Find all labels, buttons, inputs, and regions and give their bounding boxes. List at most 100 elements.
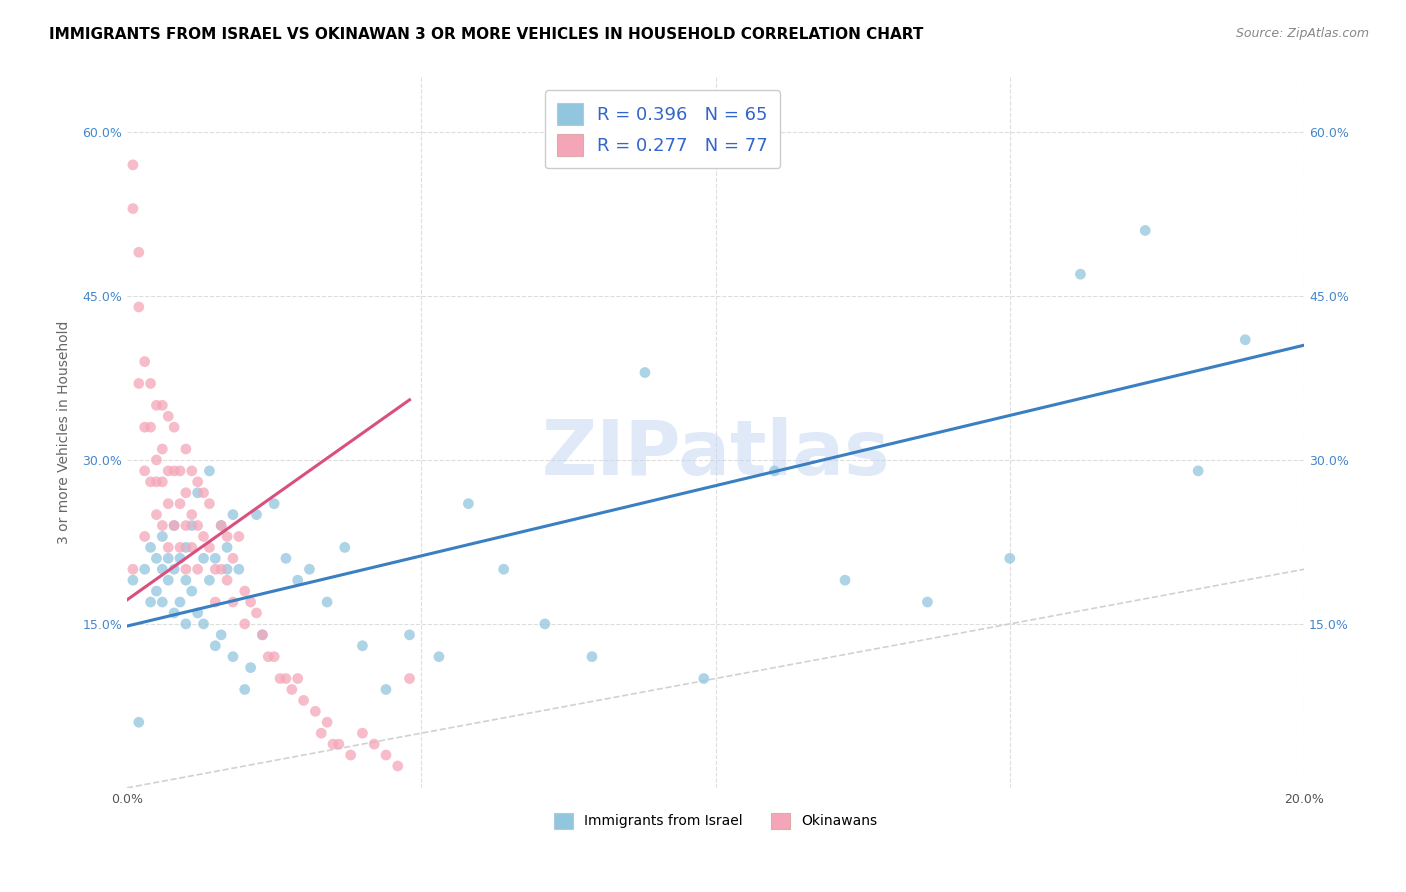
Point bbox=[174, 541, 197, 555]
Point bbox=[180, 584, 202, 599]
Point bbox=[180, 518, 202, 533]
Point bbox=[128, 245, 150, 260]
Point bbox=[198, 573, 221, 587]
Point bbox=[304, 704, 326, 718]
Point bbox=[263, 649, 285, 664]
Point bbox=[287, 573, 309, 587]
Point bbox=[328, 737, 350, 751]
Point bbox=[174, 518, 197, 533]
Point bbox=[222, 508, 245, 522]
Point bbox=[145, 508, 167, 522]
Point bbox=[209, 518, 232, 533]
Point bbox=[134, 464, 156, 478]
Point bbox=[193, 485, 215, 500]
Text: IMMIGRANTS FROM ISRAEL VS OKINAWAN 3 OR MORE VEHICLES IN HOUSEHOLD CORRELATION C: IMMIGRANTS FROM ISRAEL VS OKINAWAN 3 OR … bbox=[49, 27, 924, 42]
Point bbox=[245, 508, 267, 522]
Point bbox=[122, 202, 145, 216]
Point bbox=[187, 485, 209, 500]
Point bbox=[352, 726, 374, 740]
Point bbox=[128, 300, 150, 314]
Point bbox=[157, 409, 180, 424]
Point bbox=[375, 747, 398, 762]
Point bbox=[917, 595, 939, 609]
Point bbox=[157, 464, 180, 478]
Point bbox=[228, 529, 250, 543]
Point bbox=[239, 660, 262, 674]
Point bbox=[375, 682, 398, 697]
Point bbox=[134, 562, 156, 576]
Point bbox=[233, 584, 256, 599]
Point bbox=[634, 366, 657, 380]
Point bbox=[187, 606, 209, 620]
Point bbox=[174, 616, 197, 631]
Point bbox=[150, 529, 173, 543]
Point bbox=[233, 616, 256, 631]
Point bbox=[163, 464, 186, 478]
Point bbox=[198, 541, 221, 555]
Point bbox=[157, 541, 180, 555]
Point bbox=[298, 562, 321, 576]
Point bbox=[834, 573, 856, 587]
Point bbox=[387, 759, 409, 773]
Point bbox=[122, 573, 145, 587]
Point bbox=[180, 541, 202, 555]
Point bbox=[187, 518, 209, 533]
Point bbox=[139, 475, 162, 489]
Point bbox=[180, 464, 202, 478]
Point bbox=[322, 737, 344, 751]
Legend: Immigrants from Israel, Okinawans: Immigrants from Israel, Okinawans bbox=[548, 807, 883, 834]
Point bbox=[398, 672, 420, 686]
Point bbox=[287, 672, 309, 686]
Point bbox=[163, 518, 186, 533]
Point bbox=[174, 442, 197, 456]
Point bbox=[145, 453, 167, 467]
Point bbox=[427, 649, 450, 664]
Point bbox=[169, 497, 191, 511]
Point bbox=[169, 551, 191, 566]
Point bbox=[150, 398, 173, 412]
Point bbox=[134, 354, 156, 368]
Point bbox=[139, 420, 162, 434]
Point bbox=[333, 541, 356, 555]
Text: Source: ZipAtlas.com: Source: ZipAtlas.com bbox=[1236, 27, 1369, 40]
Point bbox=[122, 562, 145, 576]
Point bbox=[252, 628, 274, 642]
Point bbox=[174, 573, 197, 587]
Point bbox=[122, 158, 145, 172]
Point bbox=[150, 595, 173, 609]
Point bbox=[193, 616, 215, 631]
Point bbox=[998, 551, 1021, 566]
Point bbox=[1069, 267, 1091, 281]
Point bbox=[187, 562, 209, 576]
Point bbox=[134, 420, 156, 434]
Point bbox=[163, 420, 186, 434]
Point bbox=[1133, 223, 1156, 237]
Point bbox=[339, 747, 361, 762]
Point bbox=[217, 541, 239, 555]
Point bbox=[157, 497, 180, 511]
Point bbox=[1234, 333, 1257, 347]
Point bbox=[198, 497, 221, 511]
Point bbox=[217, 529, 239, 543]
Point bbox=[157, 573, 180, 587]
Text: ZIPatlas: ZIPatlas bbox=[541, 417, 890, 491]
Point bbox=[534, 616, 557, 631]
Point bbox=[150, 518, 173, 533]
Point bbox=[204, 595, 226, 609]
Point bbox=[281, 682, 304, 697]
Point bbox=[693, 672, 716, 686]
Point bbox=[239, 595, 262, 609]
Point bbox=[180, 508, 202, 522]
Point bbox=[145, 551, 167, 566]
Point bbox=[398, 628, 420, 642]
Point bbox=[169, 541, 191, 555]
Point bbox=[363, 737, 385, 751]
Point bbox=[193, 551, 215, 566]
Point bbox=[217, 562, 239, 576]
Point bbox=[193, 529, 215, 543]
Point bbox=[257, 649, 280, 664]
Point bbox=[209, 628, 232, 642]
Point bbox=[457, 497, 479, 511]
Point bbox=[169, 464, 191, 478]
Point bbox=[316, 595, 339, 609]
